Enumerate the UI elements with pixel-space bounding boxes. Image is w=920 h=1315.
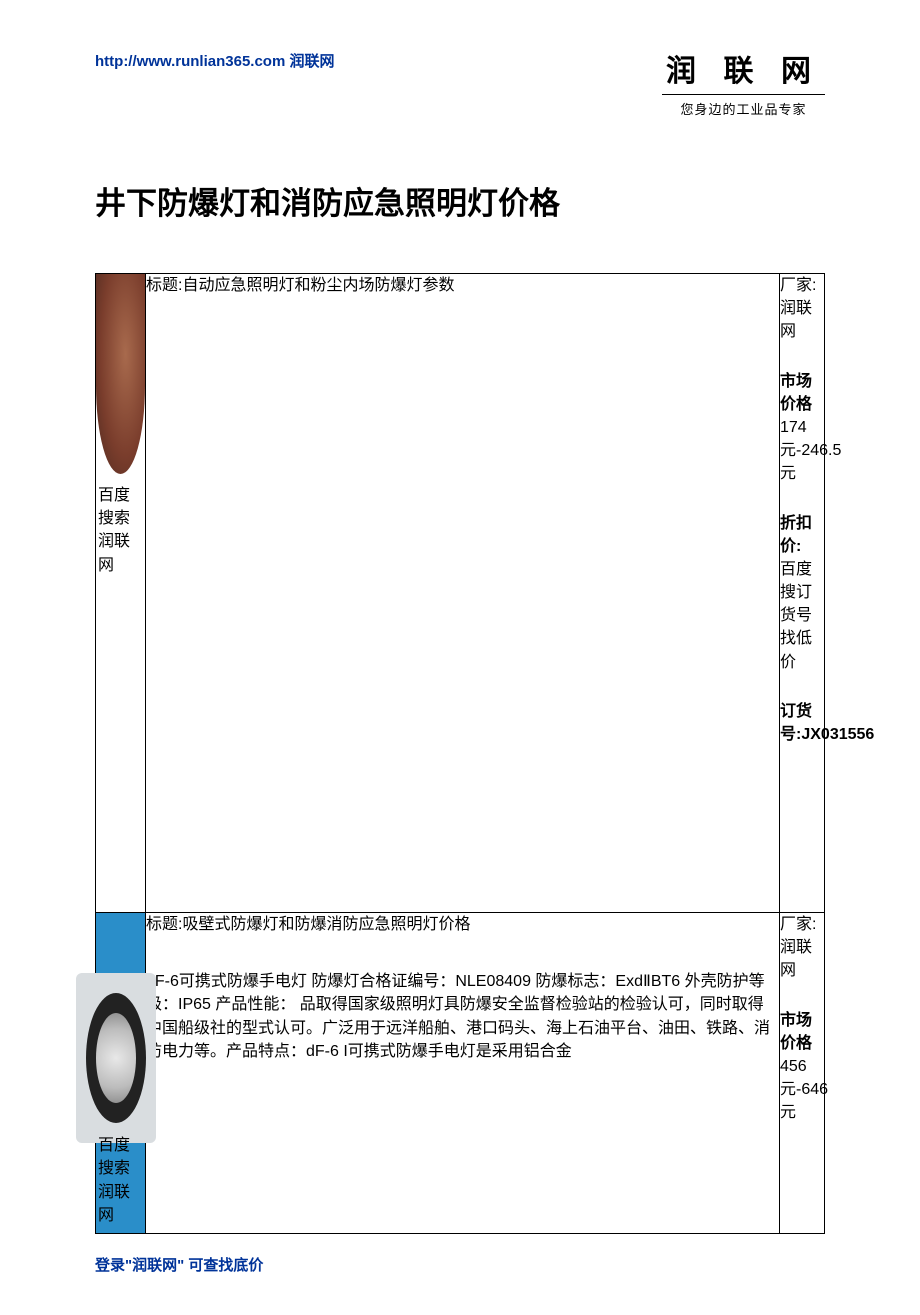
product-table: 百度搜索润联网 标题:自动应急照明灯和粉尘内场防爆灯参数 厂家: 润联网 市场价… <box>95 273 825 1234</box>
row1-image-wrap: 百度搜索润联网 <box>96 274 145 912</box>
row1-discount: 折扣价: 百度搜订货号找低价 <box>780 512 824 674</box>
footer-hint: 登录"润联网" 可查找底价 <box>95 1254 825 1275</box>
table-row: 百度搜索润联网 标题:自动应急照明灯和粉尘内场防爆灯参数 厂家: 润联网 市场价… <box>96 274 825 913</box>
logo-main: 润 联 网 <box>662 46 825 95</box>
market-label: 市场价格 <box>780 1009 824 1055</box>
table-row: 百度搜索润联网 标题:吸壁式防爆灯和防爆消防应急照明灯价格 dF-6可携式防爆手… <box>96 913 825 1234</box>
header-url-text[interactable]: http://www.runlian365.com <box>95 53 285 70</box>
row2-maker: 厂家: 润联网 <box>780 913 824 983</box>
header-url: http://www.runlian365.com 润联网 <box>95 50 335 71</box>
row1-market: 市场价格 174元-246.5元 <box>780 370 824 486</box>
maker-label: 厂家: <box>780 916 816 933</box>
row2-market: 市场价格 456元-646元 <box>780 1009 824 1125</box>
row1-subject: 标题:自动应急照明灯和粉尘内场防爆灯参数 <box>146 274 779 297</box>
logo-sub: 您身边的工业品专家 <box>662 99 825 118</box>
discount-value: 百度搜订货号找低价 <box>780 558 824 674</box>
product-image-icon <box>96 274 145 474</box>
header-brand-suffix: 润联网 <box>289 53 334 70</box>
maker-value: 润联网 <box>780 939 812 979</box>
header: http://www.runlian365.com 润联网 润 联 网 您身边的… <box>95 50 825 118</box>
product-image-hub-icon <box>96 1013 136 1103</box>
maker-label: 厂家: <box>780 277 816 294</box>
logo: 润 联 网 您身边的工业品专家 <box>662 46 825 118</box>
row1-order: 订货号:JX031556 <box>780 700 824 746</box>
row2-image-cell: 百度搜索润联网 <box>96 913 146 1234</box>
market-label: 市场价格 <box>780 370 824 416</box>
row2-image-wrap: 百度搜索润联网 <box>96 913 145 1233</box>
row2-title-cell: 标题:吸壁式防爆灯和防爆消防应急照明灯价格 dF-6可携式防爆手电灯 防爆灯合格… <box>146 913 780 1234</box>
row1-search-hint: 百度搜索润联网 <box>98 484 145 577</box>
row1-maker: 厂家: 润联网 <box>780 274 824 344</box>
document-page: http://www.runlian365.com 润联网 润 联 网 您身边的… <box>0 0 920 1315</box>
row2-meta-cell: 厂家: 润联网 市场价格 456元-646元 <box>780 913 825 1234</box>
market-value: 456元-646元 <box>780 1055 824 1125</box>
row2-subject: 标题:吸壁式防爆灯和防爆消防应急照明灯价格 <box>146 913 779 936</box>
discount-label: 折扣价: <box>780 512 824 558</box>
order-value: JX031556 <box>801 726 874 743</box>
row1-title-cell: 标题:自动应急照明灯和粉尘内场防爆灯参数 <box>146 274 780 913</box>
market-value: 174元-246.5元 <box>780 416 824 486</box>
row1-image-cell: 百度搜索润联网 <box>96 274 146 913</box>
row2-search-hint: 百度搜索润联网 <box>98 1134 145 1227</box>
row1-meta-cell: 厂家: 润联网 市场价格 174元-246.5元 折扣价: 百度搜订货号找低价 … <box>780 274 825 913</box>
row2-body: dF-6可携式防爆手电灯 防爆灯合格证编号：NLE08409 防爆标志：ExdⅡ… <box>146 970 779 1063</box>
page-title: 井下防爆灯和消防应急照明灯价格 <box>95 178 825 223</box>
maker-value: 润联网 <box>780 300 812 340</box>
